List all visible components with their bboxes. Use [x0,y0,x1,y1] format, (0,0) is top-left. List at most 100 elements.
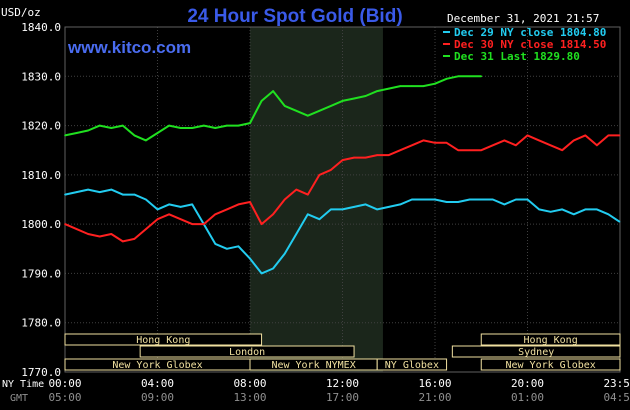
series-3-point [364,95,367,97]
series-1-point [492,198,494,201]
series-1-point [411,198,413,201]
series-1-point [283,252,286,255]
series-1-point [596,208,598,211]
series-2-point [503,139,506,142]
series-1-point [145,198,147,201]
y-tick-label: 1840.0 [21,21,61,34]
series-2-point [515,144,517,147]
x-tick-label-ny: 12:00 [326,377,359,390]
series-2-point [237,203,240,206]
series-3-point [133,134,136,137]
series-2-point [156,218,159,220]
series-1-point [318,218,321,220]
series-1-point [87,188,89,191]
series-2-point [64,223,66,225]
series-2-point [618,134,621,137]
series-2-point [596,144,598,147]
series-1-point [480,198,483,201]
series-1-point [468,198,471,201]
x-tick-label-gmt: 04:59 [603,391,630,404]
series-3-point [468,75,471,78]
site-url: www.kitco.com [67,38,191,57]
series-1-point [110,188,113,191]
y-tick-label: 1800.0 [21,218,61,231]
y-tick-label: 1780.0 [21,317,61,330]
series-1-point [445,201,448,203]
series-3-point [191,127,193,129]
series-2-point [376,154,379,156]
series-3-point [341,100,344,102]
series-3-point [260,100,263,102]
series-1-point [364,203,367,206]
session-label: London [229,347,265,358]
unit-label: USD/oz [1,6,41,19]
series-3-point [445,78,448,80]
series-2-point [249,201,251,203]
series-1-point [330,208,332,211]
series-1-point [237,245,240,248]
series-1-point [607,213,610,216]
session-shade-group [250,27,383,372]
series-2-point [203,223,205,225]
series-1-point [584,208,587,211]
series-1-point [503,203,506,206]
series-2-point [526,134,529,137]
y-tick-label: 1820.0 [21,120,61,133]
y-tick-label: 1810.0 [21,169,61,182]
session-box [139,345,355,358]
legend-entry-2: Dec 30 NY close 1814.50 [454,38,606,51]
series-1-point [156,208,159,211]
series-2-point [561,149,563,151]
series-3-point [399,85,402,87]
series-2-point [295,188,298,191]
legend-entry-1: Dec 29 NY close 1804.80 [454,26,606,39]
plot-frame [64,26,621,373]
series-2-point [75,228,78,230]
series-2-point [538,139,540,142]
series-1-point [260,272,263,275]
series-2-point [307,193,309,196]
series-3-point [353,97,355,100]
series-1-point [341,208,344,211]
session-box [480,358,621,371]
series-1-point [457,201,459,203]
series-1-point [64,193,66,196]
legend-entry-3: Dec 31 Last 1829.80 [454,50,580,63]
series-3-point [434,82,436,85]
series-2-point [98,235,101,238]
series-2-point [191,223,193,225]
series-3-point [330,105,332,107]
series-1-point [307,213,309,216]
series-2-point [110,233,113,235]
series-3-point [457,75,459,78]
series-1-point [538,208,540,211]
series-1-point [573,213,575,216]
series-3-point [226,124,228,127]
timestamp: December 31, 2021 21:57 [447,12,599,25]
series-2-point [480,149,483,151]
y-tick-label: 1790.0 [21,267,61,280]
series-1-point [179,206,182,208]
series-1-point [399,203,402,206]
session-label: New York Globex [505,360,595,371]
series-2-point [607,134,610,137]
session-label: New York NYMEX [271,360,355,371]
axes-group: 1770.0 1780.0 1790.0 1800.0 1810.0 1820.0 1830… [2,21,630,404]
series-3-point [249,122,251,124]
series-3-point [179,127,182,129]
series-1-point [549,211,552,213]
x-tick-label-ny: 23:59 [603,377,630,390]
series-2-point [214,213,217,216]
series-2-point [549,144,552,147]
series-3-point [98,124,101,127]
series-2-point [492,144,494,147]
series-3-point [376,90,379,92]
series-1-point [75,191,78,193]
series-3-point [283,105,286,107]
market-sessions-group: Hong Kong Hong Kong London Sydney New York G… [64,333,621,371]
series-2-point [573,139,575,142]
x-tick-label-ny: 20:00 [511,377,544,390]
